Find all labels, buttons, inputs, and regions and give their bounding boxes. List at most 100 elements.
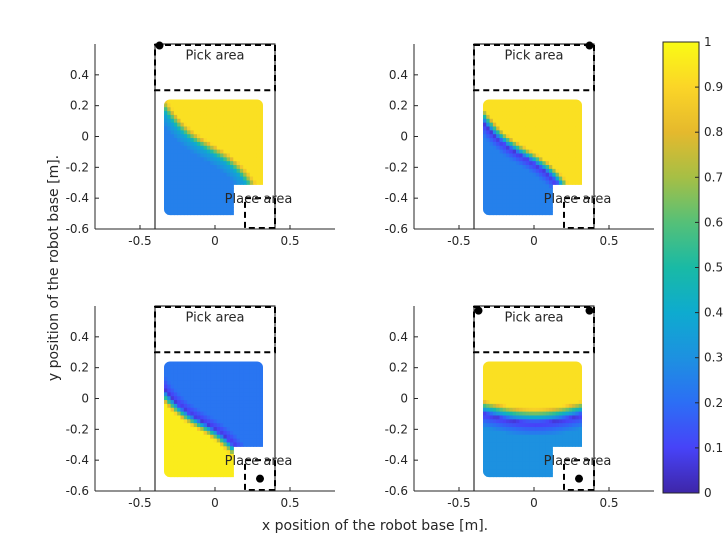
heat-cell [496, 423, 501, 428]
heat-cell [496, 419, 501, 424]
heat-cell [572, 111, 576, 116]
heat-cell [173, 361, 178, 366]
heat-cell [492, 473, 497, 478]
heat-cell [483, 161, 487, 166]
heat-cell [506, 438, 510, 444]
heat-cell [233, 419, 238, 424]
heat-cell [575, 396, 580, 401]
heat-cell [173, 388, 178, 393]
heat-cell [502, 149, 507, 155]
heat-cell [230, 407, 234, 413]
colorbar-tick-label: 0 [704, 486, 712, 500]
heat-cell [516, 126, 520, 131]
heat-cell [210, 168, 215, 174]
heat-cell [572, 373, 576, 378]
heat-cell [190, 403, 195, 409]
heat-cell [170, 195, 175, 201]
heat-cell [525, 465, 530, 471]
pick-area-box [154, 44, 276, 92]
heat-cell [509, 403, 514, 409]
heat-cell [180, 165, 185, 170]
heat-cell [203, 153, 208, 158]
heat-cell [213, 207, 218, 212]
heat-cell [220, 446, 224, 451]
heat-cell [502, 195, 507, 201]
heat-cell [213, 365, 218, 370]
heat-cell [545, 141, 550, 147]
heat-cell [210, 126, 215, 131]
heat-cell [220, 141, 224, 147]
heat-cell [206, 172, 211, 178]
heat-cell [233, 411, 238, 417]
heat-cell [506, 157, 510, 162]
heat-cell [203, 450, 208, 455]
heat-cell [525, 423, 530, 428]
heat-cell [496, 373, 501, 378]
heat-cell [243, 361, 248, 366]
heat-cell [529, 388, 534, 393]
heat-cell [512, 461, 517, 467]
heat-cell [167, 411, 172, 417]
heat-cell [539, 427, 543, 432]
heat-cell [492, 172, 497, 178]
heat-cell [483, 407, 487, 413]
heat-cell [483, 141, 487, 147]
heat-cell [532, 396, 537, 401]
heat-cell [200, 184, 205, 189]
heat-cell [190, 207, 195, 212]
heat-cell [256, 149, 261, 155]
heat-cell [259, 388, 263, 393]
heat-cell [539, 180, 543, 185]
heat-cell [249, 145, 254, 151]
heat-cell [193, 373, 198, 378]
heat-cell [167, 130, 172, 135]
heat-cell [236, 111, 241, 116]
heat-cell [193, 419, 198, 424]
heat-cell [193, 203, 198, 209]
heat-cell [535, 384, 540, 390]
heat-cell [253, 118, 257, 124]
heat-cell [183, 380, 188, 386]
heat-cell [496, 446, 501, 451]
heat-cell [203, 176, 208, 182]
heat-cell [483, 111, 487, 116]
heat-cell [502, 465, 507, 471]
heat-cell [516, 473, 520, 478]
heat-cell [239, 145, 244, 151]
heat-cell [519, 180, 524, 185]
heat-cell [483, 450, 487, 455]
heat-cell [164, 126, 168, 131]
heat-cell [575, 392, 580, 397]
heat-cell [259, 396, 263, 401]
heat-cell [197, 365, 201, 370]
heat-cell [226, 400, 231, 405]
heat-cell [187, 114, 191, 120]
heat-cell [249, 168, 254, 174]
heat-cell [535, 461, 540, 467]
heat-cell [173, 384, 178, 390]
heat-cell [539, 376, 543, 382]
heat-cell [572, 103, 576, 108]
heat-cell [549, 384, 553, 390]
heat-cell [552, 107, 557, 112]
heat-cell [578, 369, 582, 374]
heat-cell [535, 376, 540, 382]
heat-cell [210, 207, 215, 212]
heat-cell [539, 384, 543, 390]
heat-cell [210, 122, 215, 128]
heat-cell [246, 141, 251, 147]
heat-cell [170, 446, 175, 451]
heat-cell [496, 388, 501, 393]
heat-cell [193, 365, 198, 370]
heat-cell [200, 446, 205, 451]
heat-cell [496, 396, 501, 401]
heat-cell [509, 388, 514, 393]
heat-cell [236, 373, 241, 378]
heat-cell [220, 99, 224, 104]
heat-cell [562, 141, 567, 147]
heat-cell [549, 172, 553, 178]
heat-cell [253, 411, 257, 417]
heat-cell [499, 107, 504, 112]
heat-cell [177, 114, 182, 120]
heat-cell [223, 396, 228, 401]
